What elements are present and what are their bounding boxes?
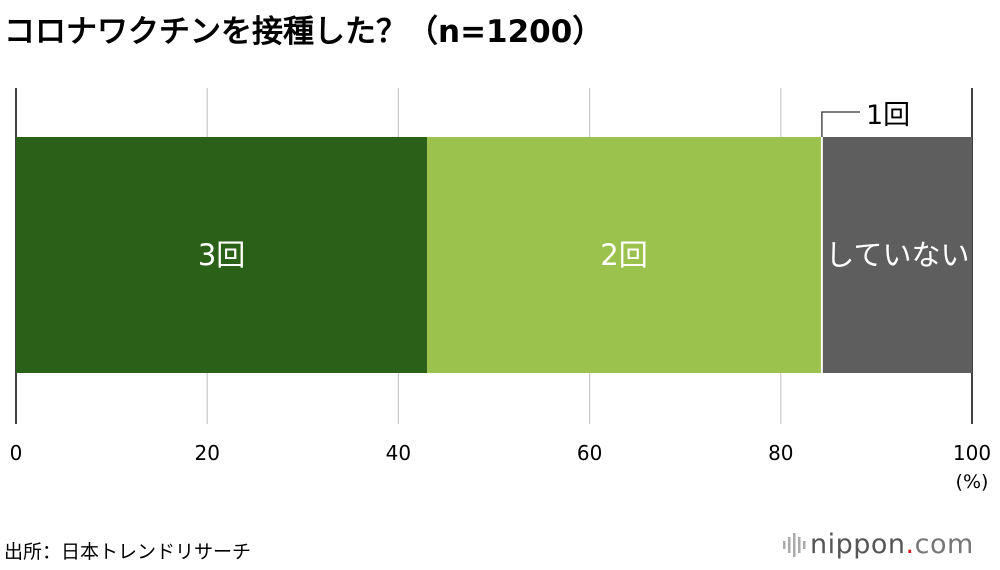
segment-label-3: 1回 [866, 100, 910, 131]
x-tick-label-60: 60 [577, 441, 602, 465]
nippon-logo: nippon.com [782, 529, 974, 560]
bar-segment-2 [427, 137, 821, 373]
x-tick-label-20: 20 [194, 441, 219, 465]
logo-text: nippon.com [810, 529, 974, 560]
bar-segment-4 [822, 137, 972, 373]
logo-name: nippon [810, 529, 906, 560]
x-tick-label-80: 80 [768, 441, 793, 465]
chart-title: コロナワクチンを接種した？（n=1200） [4, 14, 604, 50]
segment-label-1: 3回 [198, 238, 245, 272]
x-tick-label-100: 100 [953, 441, 991, 465]
x-tick-label-40: 40 [386, 441, 411, 465]
segment-label-4: していない [825, 238, 969, 272]
bar-segment-1 [16, 137, 428, 373]
source-text: 出所：日本トレンドリサーチ [4, 541, 252, 563]
bar-segments [16, 137, 972, 373]
logo-tld: com [914, 529, 974, 560]
logo-dot: . [905, 529, 915, 560]
segment-label-2: 2回 [600, 238, 647, 272]
sound-wave-icon [783, 532, 806, 557]
x-tick-labels: 0 20 40 60 80 100 [10, 441, 991, 465]
bar-segment-3 [820, 137, 823, 373]
callout-leader-3 [821, 111, 860, 137]
x-tick-label-0: 0 [10, 441, 23, 465]
x-axis-unit: (%) [956, 471, 989, 493]
